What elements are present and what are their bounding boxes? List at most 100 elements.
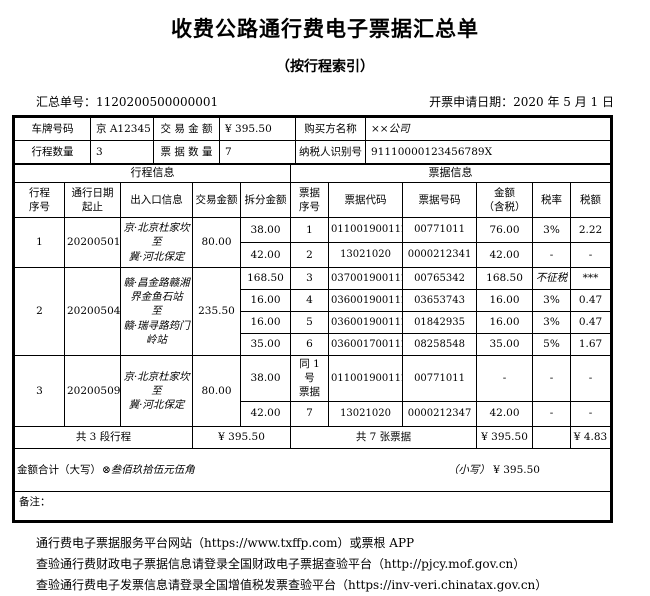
invoice-number-cell: 00771011 [402,217,478,243]
col-header-split-amount: 拆分金额 [239,182,292,218]
tax-amount-cell: - [570,242,611,268]
tax-rate-cell: - [532,400,572,427]
issue-date-value: 2020 年 5 月 1 日 [513,95,614,109]
tax-amount-cell: - [570,400,611,427]
tax-amount-cell: 2.22 [570,217,611,243]
footer-line: 通行费电子票据服务平台网站（https://www.txffp.com）或票根 … [36,536,415,551]
total-trips-cell: 共 3 段行程 [14,425,193,449]
tax-rate-cell: - [532,355,572,402]
col-header-amount-with-tax: 金额 （含税） [476,182,534,218]
invoice-number-cell: 00765342 [402,267,478,290]
buyer-label-cell: 购买方名称 [295,117,366,141]
trip-amount-cell: 80.00 [192,217,241,268]
amount-in-words-row: 金额合计（大写） ⊗叁佰玖拾伍元伍角 （小写） ¥ 395.50 [14,447,611,493]
issue-date: 开票申请日期：2020 年 5 月 1 日 [429,93,614,110]
invoice-seq-cell: 同 1 号 票据 [290,355,330,402]
totals-row: 共 3 段行程 ¥ 395.50 共 7 张票据 ¥ 395.50 ¥ 4.83 [14,425,611,449]
trip-count-value-cell: 3 [90,140,154,164]
invoice-number-cell: 01842935 [402,311,478,334]
remark-row: 备注： [14,491,611,522]
invoice-code-cell: 036001900112 [328,289,404,312]
split-amount-cell: 16.00 [239,311,292,334]
taxpayer-id-label-cell: 纳税人识别号 [295,140,366,164]
gate-info-cell: 京·北京杜家坎 至 冀·河北保定 [120,355,193,427]
invoice-seq-cell: 7 [290,400,330,427]
amount-words-label: 金额合计（大写） [17,463,101,476]
amount-cell: 42.00 [476,242,534,268]
invoice-code-cell: 13021020 [328,242,404,268]
tax-amount-cell: *** [570,267,611,290]
summary-number: 汇总单号：1120200500000001 [36,93,218,110]
plate-value-cell: 京 A12345 [90,117,154,141]
txn-amount-value-cell: ¥ 395.50 [219,117,296,141]
split-amount-cell: 35.00 [239,333,292,356]
total-trip-amount-cell: ¥ 395.50 [191,425,292,449]
trip-count-label-cell: 行程数量 [14,140,91,164]
split-amount-cell: 38.00 [239,355,292,402]
table-row: 42.00 2 13021020 0000212341 42.00 - - [15,242,611,268]
tax-rate-cell: 5% [532,333,572,356]
gate-info-cell: 京·北京杜家坎 至 冀·河北保定 [120,217,193,268]
section-invoice-header: 票据信息 [290,164,611,183]
col-header-invoice-number: 票据号码 [402,182,478,218]
tax-amount-cell: 0.47 [570,311,611,334]
table-row: 16.00 5 036001900112 01842935 16.00 3% 0… [15,311,611,334]
main-table: 行程信息 票据信息 行程 序号 通行日期 起止 出入口信息 交易金额 拆分金额 … [13,164,611,522]
remark-label: 备注： [14,491,611,522]
tax-amount-cell: - [570,355,611,402]
footer-line: 查验通行费电子发票信息请登录全国增值税发票查验平台（https://inv-ve… [36,578,548,593]
trip-no-cell: 2 [14,267,65,356]
invoice-number-cell: 0000212341 [402,242,478,268]
trip-no-cell: 1 [14,217,65,268]
col-header-txn-amount: 交易金额 [192,182,241,218]
table-row: 35.00 6 036001700112 08258548 35.00 5% 1… [15,333,611,356]
split-amount-cell: 16.00 [239,289,292,312]
tax-rate-cell: - [532,242,572,268]
meta-row: 汇总单号：1120200500000001 开票申请日期：2020 年 5 月 … [36,93,614,110]
summary-number-value: 1120200500000001 [96,95,219,109]
tax-rate-cell: 3% [532,289,572,312]
col-header-gate-info: 出入口信息 [120,182,193,218]
page-title: 收费公路通行费电子票据汇总单 [171,16,479,41]
tax-rate-cell: 不征税 [532,267,572,290]
total-invoices-cell: 共 7 张票据 [290,425,478,449]
invoice-number-cell: 03653743 [402,289,478,312]
invoice-seq-cell: 6 [290,333,330,356]
issue-date-label: 开票申请日期： [429,95,514,109]
invoice-seq-cell: 5 [290,311,330,334]
amount-cell: 16.00 [476,311,534,334]
col-header-invoice-code: 票据代码 [328,182,404,218]
section-trip-header: 行程信息 [13,164,292,183]
amount-cell: 76.00 [476,217,534,243]
invoice-count-label-cell: 票 据 数 量 [153,140,220,164]
tax-rate-cell: 3% [532,311,572,334]
trip-amount-cell: 235.50 [192,267,241,356]
trip-no-cell: 3 [14,355,65,427]
col-header-date-range: 通行日期 起止 [64,182,121,218]
amount-cell: - [476,355,534,402]
info-table: 车牌号码 京 A12345 交 易 金 额 ¥ 395.50 购买方名称 ××公… [14,117,611,164]
table-row: 3 20200509 20200509 京·北京杜家坎 至 冀·河北保定 80.… [14,355,611,427]
buyer-value-cell: ××公司 [365,117,611,141]
split-amount-cell: 38.00 [239,217,292,243]
table-row: 1 20200501 20200501 京·北京杜家坎 至 冀·河北保定 80.… [14,217,611,268]
taxpayer-id-value-cell: 91110000123456789X [365,140,611,164]
trip-dates-cell: 20200504 20200505 [64,267,121,356]
page-subtitle: （按行程索引） [276,59,374,75]
invoice-number-cell: 00771011 [402,355,478,402]
invoice-code-cell: 011001900112 [328,217,404,243]
col-header-trip-no: 行程 序号 [14,182,65,218]
invoice-seq-cell: 2 [290,242,330,268]
tax-amount-cell: 1.67 [570,333,611,356]
split-amount-cell: 168.50 [239,267,292,290]
col-header-invoice-seq: 票据 序号 [290,182,330,218]
footer-notes: 通行费电子票据服务平台网站（https://www.txffp.com）或票根 … [36,533,650,596]
col-header-tax-rate: 税率 [532,182,572,218]
amount-cell: 168.50 [476,267,534,290]
invoice-code-cell: 011001900112 [328,355,404,402]
total-invoice-amount-cell: ¥ 395.50 [476,425,534,449]
tax-rate-cell: 3% [532,217,572,243]
amount-small-value: ¥ 395.50 [493,463,540,476]
split-amount-cell: 42.00 [239,242,292,268]
trip-dates-cell: 20200501 20200501 [64,217,121,268]
